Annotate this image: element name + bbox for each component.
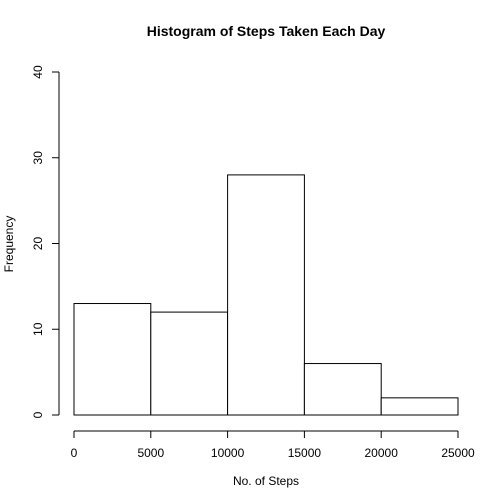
y-axis-label: Frequency	[2, 216, 16, 273]
y-tick-label: 40	[31, 65, 45, 79]
histogram-bar-2	[150, 311, 229, 416]
x-axis: 0 5000 10000 15000 20000 25000	[71, 430, 475, 460]
histogram-bar-5	[380, 397, 459, 416]
bars-group	[73, 174, 459, 416]
histogram-bar-3	[227, 174, 305, 416]
x-axis-label: No. of Steps	[233, 474, 299, 488]
y-tick-label: 30	[31, 151, 45, 165]
histogram-bar-1	[73, 303, 152, 416]
x-tick-label: 10000	[211, 446, 245, 460]
x-tick-label: 20000	[365, 446, 399, 460]
y-tick-label: 10	[31, 322, 45, 336]
y-axis: 0 10 20 30 40	[31, 65, 60, 418]
x-tick-label: 15000	[288, 446, 322, 460]
x-tick-label: 25000	[441, 446, 475, 460]
histogram-bar-4	[303, 363, 382, 416]
y-tick-label: 20	[31, 237, 45, 251]
y-tick-label: 0	[31, 411, 45, 418]
x-tick-label: 5000	[137, 446, 164, 460]
chart-title: Histogram of Steps Taken Each Day	[147, 23, 386, 39]
x-tick-label: 0	[71, 446, 78, 460]
